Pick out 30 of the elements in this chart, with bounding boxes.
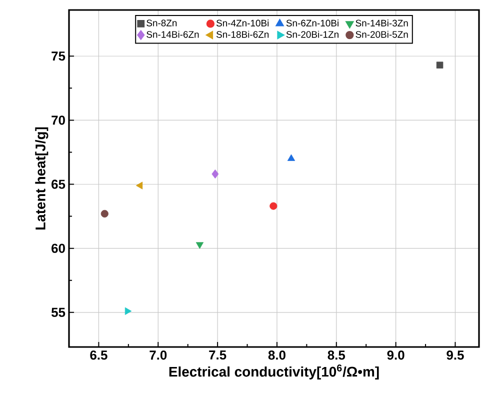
legend-label: Sn-14Bi-3Zn [356, 20, 408, 26]
legend-label: Sn-14Bi-6Zn [146, 30, 199, 38]
y-tick-label: 65 [52, 180, 66, 189]
legend-label: Sn-18Bi-6Zn [216, 30, 269, 38]
x-tick-label: 9.5 [446, 350, 464, 360]
point [124, 307, 132, 315]
point [436, 62, 444, 68]
point [212, 169, 219, 179]
legend-label: Sn-6Zn-10Bi [286, 20, 338, 26]
legend-label: Sn-4Zn-10Bi [216, 20, 269, 26]
legend-label: Sn-8Zn [146, 20, 177, 26]
x-tick-label: 8.0 [268, 350, 286, 360]
y-tick-label: 70 [52, 116, 65, 125]
y-tick-label: 75 [52, 52, 66, 61]
x-axis-title: Electrical conductivity[10$^{6}$/Ω•m] [169, 364, 379, 380]
y-tick-label: 55 [51, 308, 66, 317]
legend-label: Sn-20Bi-5Zn [356, 30, 408, 38]
legend-label: Sn-20Bi-1Zn [286, 30, 338, 38]
point [136, 182, 143, 190]
x-tick-label: 6.5 [90, 350, 108, 360]
y-tick-label: 60 [52, 244, 65, 253]
point [100, 210, 108, 218]
x-tick-label: 9.0 [387, 350, 404, 360]
point [287, 154, 296, 161]
x-tick-label: 7.5 [209, 350, 226, 360]
point [196, 242, 204, 249]
x-tick-label: 7.0 [150, 350, 167, 360]
point [270, 202, 278, 210]
x-tick-label: 8.5 [328, 350, 346, 360]
y-axis-title: Latent heat[J/g] [35, 127, 48, 230]
